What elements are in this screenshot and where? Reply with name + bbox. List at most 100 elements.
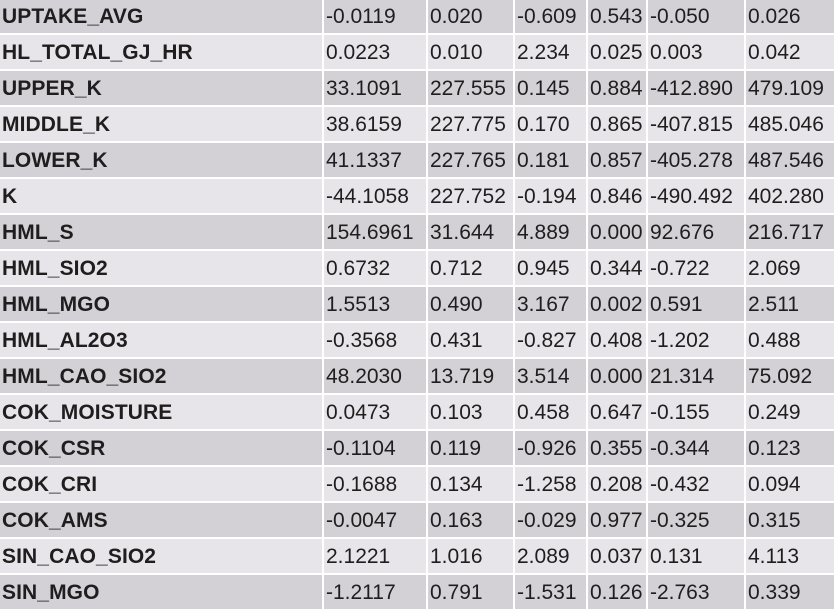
- ci-upper-cell: 0.315: [745, 502, 834, 539]
- coefficient-cell: -44.1058: [323, 178, 428, 215]
- table-row: HL_TOTAL_GJ_HR 0.0223 0.010 2.234 0.025 0.003…: [0, 34, 834, 71]
- coefficient-cell: 0.6732: [323, 250, 428, 287]
- coefficient-cell: 38.6159: [323, 106, 428, 143]
- ci-upper-cell: 402.280: [745, 178, 834, 215]
- variable-name-cell: HML_MGO: [0, 286, 324, 323]
- t-value-cell: 0.145: [514, 70, 588, 107]
- ci-upper-cell: 75.092: [745, 358, 834, 395]
- std-error-cell: 0.791: [427, 574, 515, 611]
- variable-name-cell: HML_CAO_SIO2: [0, 358, 324, 395]
- ci-upper-cell: 0.094: [745, 466, 834, 503]
- t-value-cell: -0.827: [514, 322, 588, 359]
- t-value-cell: 3.167: [514, 286, 588, 323]
- ci-lower-cell: -1.202: [647, 322, 746, 359]
- ci-lower-cell: 0.003: [647, 34, 746, 71]
- table-row: UPPER_K 33.1091 227.555 0.145 0.884 -412.890 4…: [0, 70, 834, 107]
- table-row: HML_S 154.6961 31.644 4.889 0.000 92.676 216.7…: [0, 214, 834, 251]
- variable-name-cell: COK_CRI: [0, 466, 324, 503]
- coefficient-cell: 33.1091: [323, 70, 428, 107]
- coefficient-cell: 154.6961: [323, 214, 428, 251]
- ci-lower-cell: 0.131: [647, 538, 746, 575]
- p-value-cell: 0.977: [587, 502, 648, 539]
- coefficient-cell: 0.0473: [323, 394, 428, 431]
- ci-upper-cell: 216.717: [745, 214, 834, 251]
- variable-name-cell: COK_CSR: [0, 430, 324, 467]
- variable-name-cell: SIN_CAO_SIO2: [0, 538, 324, 575]
- t-value-cell: -0.029: [514, 502, 588, 539]
- table-row: HML_MGO 1.5513 0.490 3.167 0.002 0.591 2.511: [0, 286, 834, 323]
- std-error-cell: 0.103: [427, 394, 515, 431]
- std-error-cell: 1.016: [427, 538, 515, 575]
- t-value-cell: 0.945: [514, 250, 588, 287]
- coefficient-cell: -0.0047: [323, 502, 428, 539]
- coefficient-cell: -0.0119: [323, 0, 428, 35]
- table-row: HML_CAO_SIO2 48.2030 13.719 3.514 0.000 21.31…: [0, 358, 834, 395]
- table-row: COK_AMS -0.0047 0.163 -0.029 0.977 -0.325 0.31…: [0, 502, 834, 539]
- p-value-cell: 0.408: [587, 322, 648, 359]
- variable-name-cell: SIN_MGO: [0, 574, 324, 611]
- p-value-cell: 0.000: [587, 214, 648, 251]
- ci-upper-cell: 479.109: [745, 70, 834, 107]
- ci-lower-cell: 21.314: [647, 358, 746, 395]
- p-value-cell: 0.846: [587, 178, 648, 215]
- std-error-cell: 0.010: [427, 34, 515, 71]
- variable-name-cell: UPPER_K: [0, 70, 324, 107]
- coefficient-cell: -0.3568: [323, 322, 428, 359]
- p-value-cell: 0.344: [587, 250, 648, 287]
- t-value-cell: -0.194: [514, 178, 588, 215]
- std-error-cell: 0.431: [427, 322, 515, 359]
- ci-lower-cell: -0.722: [647, 250, 746, 287]
- ci-upper-cell: 485.046: [745, 106, 834, 143]
- p-value-cell: 0.037: [587, 538, 648, 575]
- std-error-cell: 0.712: [427, 250, 515, 287]
- p-value-cell: 0.000: [587, 358, 648, 395]
- coefficient-cell: 2.1221: [323, 538, 428, 575]
- std-error-cell: 227.765: [427, 142, 515, 179]
- ci-lower-cell: -0.344: [647, 430, 746, 467]
- coefficient-cell: 1.5513: [323, 286, 428, 323]
- table-row: LOWER_K 41.1337 227.765 0.181 0.857 -405.278 4…: [0, 142, 834, 179]
- p-value-cell: 0.002: [587, 286, 648, 323]
- std-error-cell: 13.719: [427, 358, 515, 395]
- t-value-cell: 0.181: [514, 142, 588, 179]
- p-value-cell: 0.355: [587, 430, 648, 467]
- table-row: COK_CSR -0.1104 0.119 -0.926 0.355 -0.344 0.12…: [0, 430, 834, 467]
- ci-lower-cell: -0.325: [647, 502, 746, 539]
- ci-lower-cell: -0.432: [647, 466, 746, 503]
- table-row: COK_MOISTURE 0.0473 0.103 0.458 0.647 -0.155 0…: [0, 394, 834, 431]
- coefficient-cell: -1.2117: [323, 574, 428, 611]
- ci-lower-cell: -2.763: [647, 574, 746, 611]
- std-error-cell: 0.490: [427, 286, 515, 323]
- std-error-cell: 0.119: [427, 430, 515, 467]
- table-row: K -44.1058 227.752 -0.194 0.846 -490.492 402.2…: [0, 178, 834, 215]
- t-value-cell: -0.609: [514, 0, 588, 35]
- std-error-cell: 227.752: [427, 178, 515, 215]
- t-value-cell: -0.926: [514, 430, 588, 467]
- t-value-cell: 0.170: [514, 106, 588, 143]
- ci-upper-cell: 0.026: [745, 0, 834, 35]
- coefficient-cell: -0.1104: [323, 430, 428, 467]
- variable-name-cell: HL_TOTAL_GJ_HR: [0, 34, 324, 71]
- std-error-cell: 227.775: [427, 106, 515, 143]
- ci-upper-cell: 0.042: [745, 34, 834, 71]
- table-row: SIN_CAO_SIO2 2.1221 1.016 2.089 0.037 0.131 4.…: [0, 538, 834, 575]
- variable-name-cell: HML_AL2O3: [0, 322, 324, 359]
- variable-name-cell: COK_MOISTURE: [0, 394, 324, 431]
- ci-lower-cell: -412.890: [647, 70, 746, 107]
- std-error-cell: 227.555: [427, 70, 515, 107]
- t-value-cell: 4.889: [514, 214, 588, 251]
- ci-lower-cell: -405.278: [647, 142, 746, 179]
- ci-lower-cell: -0.155: [647, 394, 746, 431]
- ci-upper-cell: 2.069: [745, 250, 834, 287]
- ci-upper-cell: 0.123: [745, 430, 834, 467]
- p-value-cell: 0.025: [587, 34, 648, 71]
- variable-name-cell: HML_SIO2: [0, 250, 324, 287]
- ci-upper-cell: 0.249: [745, 394, 834, 431]
- coefficient-cell: 48.2030: [323, 358, 428, 395]
- table-row: UPTAKE_AVG -0.0119 0.020 -0.609 0.543 -0.050 0…: [0, 0, 834, 35]
- table-row: SIN_MGO -1.2117 0.791 -1.531 0.126 -2.763 0.33…: [0, 574, 834, 611]
- ci-lower-cell: 92.676: [647, 214, 746, 251]
- coefficient-cell: -0.1688: [323, 466, 428, 503]
